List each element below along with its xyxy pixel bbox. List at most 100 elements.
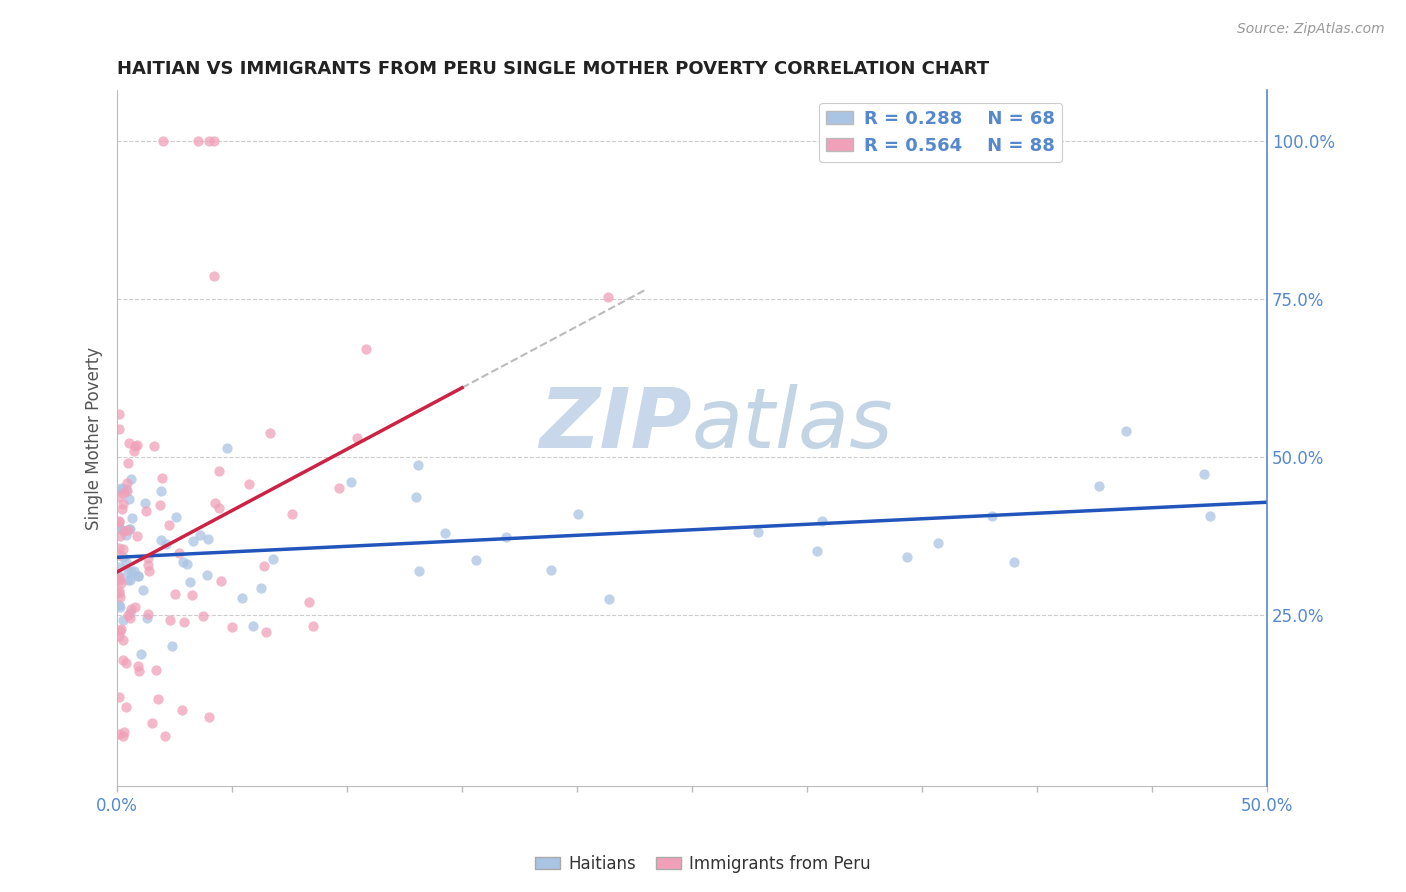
- Point: [111, 729, 134, 743]
- Point: [176, 557, 198, 571]
- Point: [112, 632, 135, 647]
- Point: [112, 524, 135, 539]
- Point: [408, 564, 430, 578]
- Point: [118, 522, 141, 536]
- Point: [150, 483, 173, 498]
- Point: [122, 444, 145, 458]
- Point: [111, 486, 134, 500]
- Point: [150, 533, 173, 547]
- Point: [124, 600, 146, 615]
- Point: [540, 563, 562, 577]
- Point: [108, 408, 131, 422]
- Point: [208, 500, 231, 515]
- Point: [110, 482, 132, 496]
- Point: [302, 619, 325, 633]
- Point: [108, 548, 131, 562]
- Point: [108, 559, 131, 574]
- Point: [238, 476, 260, 491]
- Point: [121, 511, 143, 525]
- Point: [927, 536, 949, 550]
- Point: [136, 607, 159, 621]
- Point: [111, 541, 134, 556]
- Point: [195, 567, 218, 582]
- Point: [231, 591, 253, 606]
- Point: [197, 532, 219, 546]
- Point: [747, 524, 769, 539]
- Point: [120, 472, 142, 486]
- Point: [253, 559, 276, 574]
- Text: atlas: atlas: [692, 384, 894, 465]
- Point: [434, 525, 457, 540]
- Point: [117, 456, 139, 470]
- Point: [132, 582, 155, 597]
- Point: [108, 529, 131, 543]
- Point: [141, 715, 163, 730]
- Point: [254, 624, 277, 639]
- Legend: Haitians, Immigrants from Peru: Haitians, Immigrants from Peru: [529, 848, 877, 880]
- Point: [598, 592, 620, 607]
- Point: [114, 656, 136, 670]
- Point: [406, 458, 429, 472]
- Point: [112, 549, 135, 564]
- Point: [127, 659, 149, 673]
- Point: [111, 497, 134, 511]
- Point: [1088, 479, 1111, 493]
- Point: [328, 482, 350, 496]
- Point: [124, 439, 146, 453]
- Point: [981, 508, 1004, 523]
- Point: [122, 564, 145, 578]
- Point: [117, 573, 139, 587]
- Point: [198, 709, 221, 723]
- Legend: R = 0.288    N = 68, R = 0.564    N = 88: R = 0.288 N = 68, R = 0.564 N = 88: [820, 103, 1063, 162]
- Point: [127, 569, 149, 583]
- Point: [136, 558, 159, 572]
- Text: HAITIAN VS IMMIGRANTS FROM PERU SINGLE MOTHER POVERTY CORRELATION CHART: HAITIAN VS IMMIGRANTS FROM PERU SINGLE M…: [117, 60, 990, 78]
- Point: [191, 609, 214, 624]
- Point: [567, 507, 589, 521]
- Point: [1194, 467, 1216, 482]
- Point: [128, 664, 150, 678]
- Point: [135, 503, 157, 517]
- Point: [1115, 424, 1137, 438]
- Point: [136, 550, 159, 565]
- Point: [159, 613, 181, 627]
- Point: [127, 569, 149, 583]
- Point: [108, 727, 131, 741]
- Point: [112, 725, 135, 739]
- Point: [111, 613, 134, 627]
- Point: [202, 268, 225, 283]
- Point: [114, 528, 136, 542]
- Point: [250, 581, 273, 595]
- Point: [108, 569, 131, 583]
- Point: [806, 544, 828, 558]
- Point: [108, 421, 131, 435]
- Point: [1199, 508, 1222, 523]
- Point: [120, 602, 142, 616]
- Point: [118, 606, 141, 620]
- Point: [129, 647, 152, 661]
- Point: [242, 619, 264, 633]
- Point: [145, 664, 167, 678]
- Point: [198, 134, 221, 148]
- Point: [125, 528, 148, 542]
- Point: [108, 624, 131, 639]
- Point: [143, 439, 166, 453]
- Point: [188, 528, 211, 542]
- Point: [136, 611, 159, 625]
- Point: [155, 537, 177, 551]
- Point: [165, 510, 187, 524]
- Point: [150, 470, 173, 484]
- Point: [157, 518, 180, 533]
- Point: [115, 482, 138, 496]
- Point: [298, 595, 321, 609]
- Point: [204, 495, 226, 509]
- Point: [108, 541, 131, 556]
- Point: [134, 496, 156, 510]
- Point: [262, 551, 284, 566]
- Point: [117, 436, 139, 450]
- Point: [172, 555, 194, 569]
- Point: [115, 700, 138, 714]
- Point: [146, 692, 169, 706]
- Point: [117, 475, 139, 490]
- Point: [125, 438, 148, 452]
